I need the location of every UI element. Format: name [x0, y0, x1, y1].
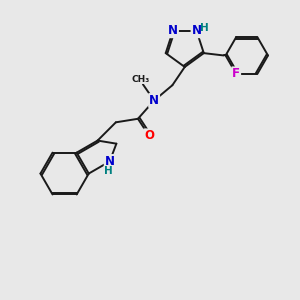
Text: O: O [144, 129, 154, 142]
Text: N: N [191, 24, 202, 37]
Text: H: H [200, 23, 209, 33]
Text: N: N [105, 155, 115, 168]
Text: N: N [168, 24, 178, 37]
Text: H: H [104, 166, 112, 176]
Text: CH₃: CH₃ [131, 74, 150, 83]
Text: N: N [149, 94, 159, 107]
Text: F: F [232, 67, 240, 80]
